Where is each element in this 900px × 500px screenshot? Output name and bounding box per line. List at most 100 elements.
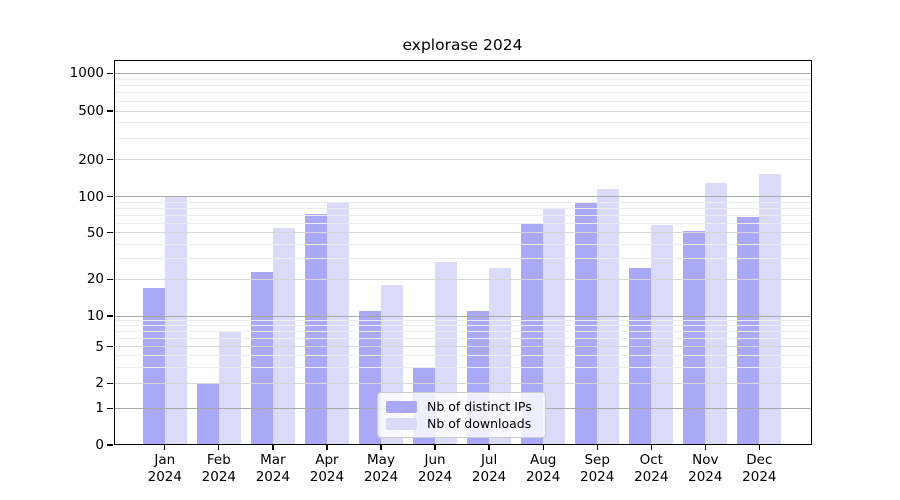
gridline-80: [113, 207, 812, 209]
bar-jan-distinct-ips: [142, 287, 165, 445]
y-tick-label-50: 50: [86, 224, 104, 241]
legend-swatch-downloads: [386, 417, 417, 430]
x-tick-mar: [272, 445, 274, 450]
gridline-100: [113, 196, 812, 198]
y-tick-label-5: 5: [95, 338, 104, 355]
y-tick-label-500: 500: [78, 103, 104, 119]
x-tick-label-sep: Sep 2024: [580, 452, 615, 485]
gridline-9: [113, 320, 812, 322]
bar-mar-distinct-ips: [250, 272, 273, 445]
gridline-10: [113, 315, 812, 317]
y-tick-5: [107, 346, 113, 348]
x-tick-apr: [326, 445, 328, 450]
bar-mar-downloads: [272, 227, 295, 445]
x-tick-dec: [758, 445, 760, 450]
y-tick-10: [107, 315, 113, 317]
gridline-6: [113, 338, 812, 340]
bar-feb-downloads: [218, 331, 241, 445]
gridline-60: [113, 222, 812, 224]
x-tick-label-oct: Oct 2024: [634, 452, 669, 485]
y-tick-label-2: 2: [95, 375, 104, 392]
x-tick-label-apr: Apr 2024: [309, 452, 345, 485]
legend-label-downloads: Nb of downloads: [427, 416, 532, 431]
gridline-800: [113, 84, 812, 86]
gridline-20: [113, 278, 812, 280]
x-tick-jun: [434, 445, 436, 450]
gridline-2: [113, 382, 812, 384]
gridline-5: [113, 346, 812, 348]
y-tick-0: [107, 444, 113, 446]
bar-aug-distinct-ips: [521, 223, 544, 445]
gridline-8: [113, 325, 812, 327]
y-tick-100: [107, 196, 113, 198]
x-tick-feb: [218, 445, 220, 450]
y-tick-1000: [107, 72, 113, 74]
legend: Nb of distinct IPs Nb of downloads: [377, 392, 546, 438]
bar-aug-downloads: [543, 208, 566, 445]
x-tick-label-dec: Dec 2024: [742, 452, 777, 485]
gridline-500: [113, 110, 812, 112]
gridline-700: [113, 92, 812, 94]
x-tick-aug: [542, 445, 544, 450]
gridline-1000: [113, 72, 812, 74]
x-tick-label-jul: Jul 2024: [471, 452, 507, 485]
y-tick-label-10: 10: [86, 308, 104, 324]
gridline-70: [113, 214, 812, 216]
gridline-900: [113, 78, 812, 80]
y-tick-label-1000: 1000: [69, 65, 104, 82]
y-tick-20: [107, 278, 113, 280]
legend-item-distinct-ips: Nb of distinct IPs: [386, 398, 545, 415]
y-tick-50: [107, 232, 113, 234]
bar-oct-downloads: [651, 224, 674, 445]
y-tick-2: [107, 382, 113, 384]
gridline-90: [113, 201, 812, 203]
x-tick-jul: [488, 445, 490, 450]
bar-apr-distinct-ips: [304, 214, 327, 445]
gridline-200: [113, 159, 812, 161]
y-tick-label-1: 1: [95, 400, 104, 417]
bar-may-distinct-ips: [359, 310, 381, 445]
x-tick-label-jan: Jan 2024: [147, 452, 182, 485]
x-tick-jan: [164, 445, 166, 450]
legend-label-distinct-ips: Nb of distinct IPs: [427, 399, 532, 414]
gridline-30: [113, 258, 812, 260]
y-tick-500: [107, 110, 113, 112]
legend-item-downloads: Nb of downloads: [386, 415, 545, 432]
x-tick-oct: [650, 445, 652, 450]
gridline-40: [113, 243, 812, 245]
bar-nov-downloads: [705, 183, 728, 445]
x-tick-label-jun: Jun 2024: [417, 452, 453, 485]
bar-sep-downloads: [597, 189, 620, 445]
x-tick-label-mar: Mar 2024: [255, 452, 291, 485]
bar-sep-distinct-ips: [575, 203, 598, 445]
gridline-50: [113, 232, 812, 234]
bar-apr-downloads: [326, 202, 349, 445]
x-tick-label-may: May 2024: [363, 452, 399, 485]
gridline-400: [113, 122, 812, 124]
gridline-3: [113, 366, 812, 368]
gridline-300: [113, 137, 812, 139]
y-tick-200: [107, 158, 113, 161]
x-tick-label-aug: Aug 2024: [525, 452, 561, 485]
chart-title: explorase 2024: [402, 36, 523, 54]
x-tick-nov: [704, 445, 706, 450]
bar-feb-distinct-ips: [196, 383, 219, 445]
y-tick-label-20: 20: [86, 271, 104, 288]
x-tick-sep: [596, 445, 598, 450]
bar-dec-distinct-ips: [737, 217, 760, 445]
y-tick-label-200: 200: [78, 151, 104, 168]
bar-dec-downloads: [759, 173, 782, 445]
x-tick-may: [380, 445, 382, 450]
x-tick-label-feb: Feb 2024: [201, 452, 237, 485]
bar-nov-distinct-ips: [683, 230, 706, 445]
gridline-600: [113, 100, 812, 102]
legend-swatch-distinct-ips: [386, 400, 417, 413]
y-tick-1: [107, 407, 113, 409]
y-tick-label-100: 100: [78, 188, 104, 205]
gridline-4: [113, 355, 812, 357]
y-tick-label-0: 0: [95, 437, 104, 453]
x-tick-label-nov: Nov 2024: [688, 452, 723, 485]
bar-oct-distinct-ips: [629, 267, 652, 445]
gridline-7: [113, 331, 812, 333]
